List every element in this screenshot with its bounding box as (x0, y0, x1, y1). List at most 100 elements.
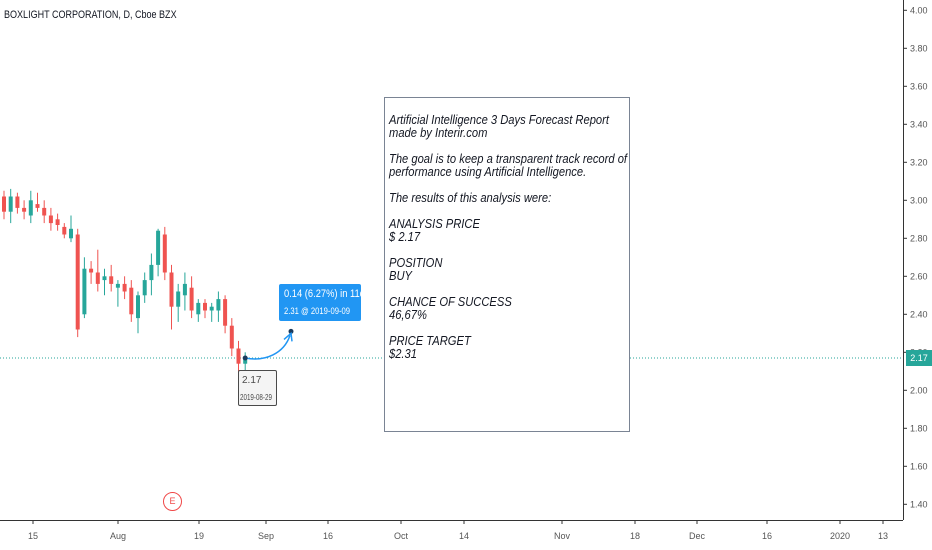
time-tick-label: 16 (323, 531, 333, 541)
candle-body (62, 226, 67, 235)
time-tick-label: Dec (689, 531, 706, 541)
candle (189, 276, 194, 319)
start-marker-box[interactable]: 2.17 2019-08-29 (238, 370, 277, 406)
time-tick-label: 16 (762, 531, 772, 541)
price-tick-label: 4.00 (910, 5, 928, 15)
arrow-head-icon (283, 331, 293, 342)
candle-body (95, 272, 100, 284)
candle (48, 207, 53, 231)
candle-body (102, 276, 107, 281)
candle (115, 280, 120, 307)
candle (2, 190, 6, 220)
candle-body (8, 196, 13, 212)
projection-label: 0.14 (6.27%) in 11d (284, 288, 365, 300)
candle (89, 261, 94, 284)
candle (122, 276, 127, 300)
candle-body (75, 234, 80, 330)
candle (149, 253, 154, 296)
time-tick-label: 2020 (830, 531, 850, 541)
time-tick-label: 15 (28, 531, 38, 541)
candle (102, 268, 107, 296)
candle-body (35, 204, 40, 208)
price-tick-label: 2.60 (910, 271, 928, 281)
candle (69, 215, 73, 243)
candle (75, 228, 80, 338)
time-tick-label: 14 (459, 531, 469, 541)
price-tick-label: 3.00 (910, 195, 928, 205)
candle-body (28, 200, 33, 216)
candle-body (216, 299, 221, 311)
candle-body (109, 276, 114, 284)
price-tick-label: 2.40 (910, 309, 928, 319)
time-tick-label: Aug (110, 531, 126, 541)
projection-sublabel: 2.31 @ 2019-09-09 (284, 306, 351, 316)
candle-body (182, 283, 187, 296)
candle-body (162, 234, 167, 273)
candle (22, 200, 27, 220)
price-tick-label: 2.00 (910, 385, 928, 395)
candle-body (176, 291, 181, 307)
candle (216, 291, 221, 322)
candle (109, 264, 114, 292)
candle (236, 340, 241, 372)
candle (28, 190, 33, 224)
start-marker-date: 2019-08-29 (240, 393, 272, 402)
time-tick-label: 13 (878, 531, 888, 541)
projection-tooltip[interactable]: 0.14 (6.27%) in 11d 2.31 @ 2019-09-09 (279, 284, 365, 321)
candle (162, 226, 167, 281)
price-tick-label: 1.60 (910, 461, 928, 471)
candle-body (122, 283, 127, 292)
earnings-marker-icon[interactable]: E (163, 492, 182, 511)
candle-body (156, 230, 161, 265)
candle (223, 295, 228, 334)
candle-body (223, 299, 228, 326)
projection-start-dot (242, 355, 248, 361)
start-marker-price: 2.17 (242, 375, 262, 386)
candle-body (89, 268, 94, 273)
projection-end-dot (288, 328, 294, 334)
candle-body (196, 302, 201, 315)
candle-body (82, 268, 87, 315)
time-tick-label: 18 (630, 531, 640, 541)
candle (15, 192, 20, 214)
candle-body (55, 219, 60, 225)
candle-body (236, 348, 241, 364)
time-tick-label: Oct (394, 531, 409, 541)
candle-body (203, 302, 207, 311)
candle (169, 264, 174, 330)
candle-body (243, 358, 248, 364)
candle (62, 223, 67, 239)
candle (203, 299, 207, 319)
time-tick-label: 19 (194, 531, 204, 541)
candle (209, 302, 214, 322)
candle-body (2, 196, 6, 212)
candle-body (209, 306, 214, 311)
candle (136, 291, 140, 334)
projection-arrow (245, 335, 291, 360)
candle (82, 257, 87, 319)
price-tick-label: 1.80 (910, 423, 928, 433)
candle (229, 318, 234, 357)
candle-body (136, 295, 140, 319)
candle (196, 299, 201, 322)
symbol-title: BOXLIGHT CORPORATION, D, Cboe BZX (4, 9, 177, 21)
time-tick-label: Sep (258, 531, 274, 541)
candle-body (169, 272, 174, 307)
candle-body (129, 287, 134, 315)
price-tick-label: 2.80 (910, 233, 928, 243)
price-tick-label: 3.60 (910, 81, 928, 91)
current-price-tag: 2.17 (906, 350, 932, 366)
candle (156, 228, 161, 277)
time-tick-label: Nov (554, 531, 571, 541)
candle (42, 200, 47, 224)
candle (55, 213, 60, 231)
candle-body (229, 325, 234, 349)
candle-body (15, 196, 20, 208)
candle (95, 249, 100, 292)
candle-body (149, 264, 154, 281)
candle-body (142, 280, 147, 296)
forecast-note-box[interactable]: Artificial Intelligence 3 Days Forecast … (384, 97, 630, 432)
price-tick-label: 3.20 (910, 157, 928, 167)
candle (129, 280, 134, 322)
